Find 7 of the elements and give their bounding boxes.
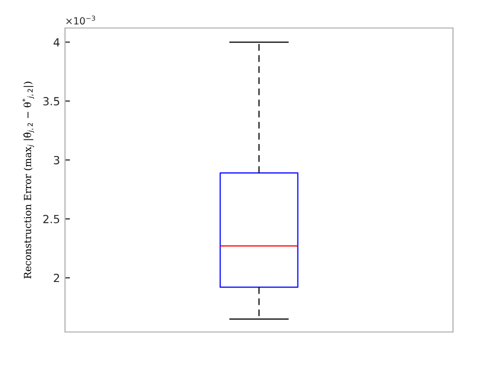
y-tick-label: 3.5: [43, 97, 60, 106]
y-tick-label: 2.5: [43, 214, 60, 224]
text: ×10$^{−3}$: [66, 16, 96, 25]
y-tick-label: 3: [54, 156, 60, 164]
y-tick-label: 4: [54, 38, 60, 46]
y-tick-label: 2: [54, 274, 60, 282]
y-axis-title: Reconstruction Error (max$_{j}$ |θ̂$_{j,2}$ − θ$^{*}$$_{j,2}$|): [22, 82, 34, 278]
